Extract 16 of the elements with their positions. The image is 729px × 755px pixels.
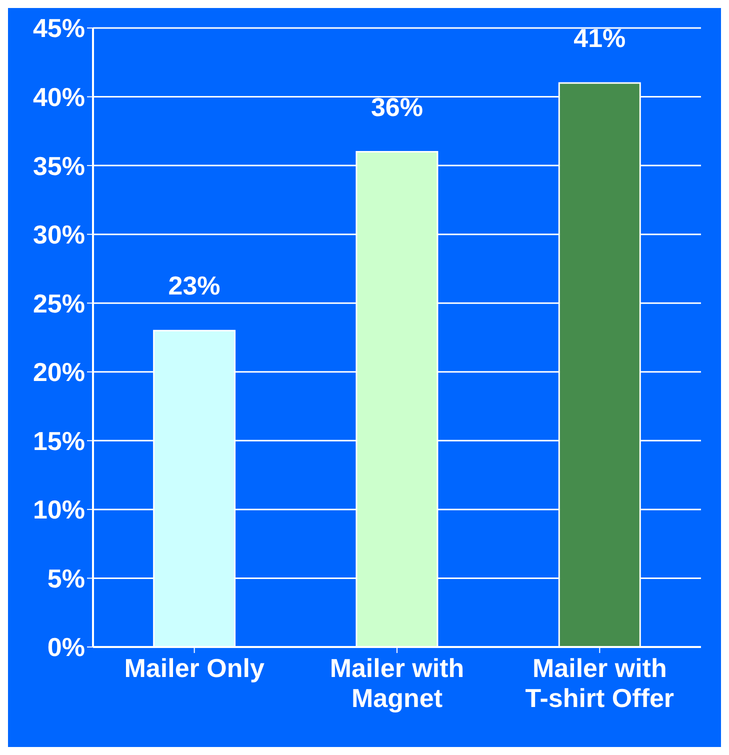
- x-tick-label: Mailer with T-shirt Offer: [525, 653, 674, 713]
- y-tick-label: 10%: [32, 494, 85, 525]
- y-tick-label: 20%: [32, 357, 85, 388]
- y-tick-label: 30%: [32, 220, 85, 250]
- y-tick-label: 35%: [32, 150, 85, 181]
- y-tick-label: 5%: [47, 563, 85, 594]
- data-label: 41%: [574, 23, 626, 54]
- y-tick-label: 25%: [32, 288, 85, 318]
- x-tick-label: Mailer Only: [124, 653, 265, 683]
- y-tick-label: 45%: [32, 13, 85, 44]
- y-tick-label: 40%: [32, 82, 85, 112]
- data-label: 23%: [168, 270, 220, 301]
- data-label: 36%: [370, 92, 423, 122]
- y-tick-label: 15%: [32, 426, 85, 456]
- x-tick-label: Mailer with Magnet: [330, 653, 464, 713]
- y-tick-label: 0%: [47, 632, 85, 662]
